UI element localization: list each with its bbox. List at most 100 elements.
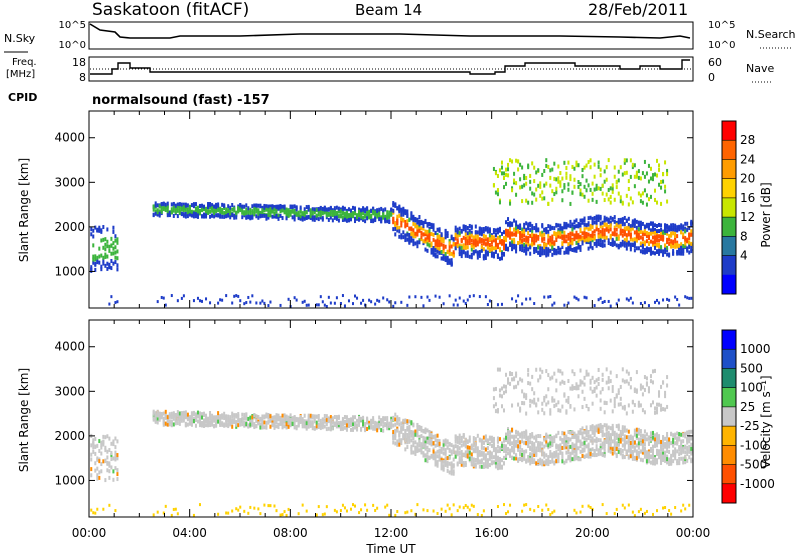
data-cell: [172, 205, 175, 210]
data-cell: [253, 413, 256, 418]
data-cell: [209, 416, 212, 421]
data-cell: [106, 261, 109, 266]
data-cell: [277, 206, 280, 211]
data-cell: [458, 436, 461, 441]
data-cell: [438, 457, 441, 462]
data-cell: [583, 238, 586, 243]
data-cell: [458, 433, 461, 438]
data-cell: [674, 227, 677, 232]
data-cell: [593, 433, 596, 438]
data-cell: [480, 230, 483, 235]
data-cell: [466, 454, 469, 459]
data-cell: [490, 240, 493, 245]
data-cell: [549, 435, 552, 440]
data-cell: [511, 188, 514, 193]
data-cell: [547, 434, 550, 439]
data-cell: [444, 440, 447, 445]
data-cell: [502, 175, 506, 180]
data-cell: [513, 385, 516, 390]
data-cell: [637, 191, 640, 196]
data-cell: [579, 428, 582, 433]
data-cell: [444, 257, 447, 262]
data-cell: [474, 230, 477, 235]
data-cell: [649, 231, 652, 236]
data-cell: [662, 235, 665, 240]
data-cell: [319, 295, 322, 299]
data-cell: [400, 217, 403, 222]
data-cell: [639, 176, 642, 181]
data-cell: [217, 206, 220, 211]
data-cell: [579, 368, 582, 373]
data-cell: [345, 218, 348, 223]
data-cell: [392, 201, 395, 206]
data-cell: [571, 384, 574, 389]
data-cell: [575, 437, 578, 442]
data-cell: [114, 250, 117, 255]
data-cell: [519, 177, 522, 182]
data-cell: [492, 460, 495, 465]
data-cell: [643, 249, 646, 254]
data-cell: [525, 449, 528, 454]
data-cell: [428, 437, 431, 442]
station-title: Saskatoon (fitACF): [92, 0, 249, 20]
data-cell: [641, 249, 644, 254]
data-cell: [639, 193, 642, 198]
data-cell: [509, 231, 512, 236]
data-cell: [645, 231, 648, 236]
data-cell: [680, 245, 683, 250]
data-cell: [343, 419, 346, 424]
data-cell: [539, 447, 542, 452]
data-cell: [160, 295, 163, 299]
data-cell: [500, 231, 503, 236]
data-cell: [579, 244, 582, 249]
data-cell: [525, 436, 528, 441]
data-cell: [502, 437, 506, 442]
data-cell: [452, 446, 455, 451]
data-cell: [553, 231, 556, 236]
data-cell: [613, 227, 616, 232]
data-cell: [178, 204, 181, 209]
data-cell: [313, 426, 316, 431]
data-cell: [90, 457, 93, 462]
data-cell: [539, 181, 542, 186]
data-cell: [533, 238, 536, 243]
data-cell: [668, 241, 671, 246]
data-cell: [275, 213, 278, 218]
data-cell: [261, 421, 264, 426]
data-cell: [402, 426, 405, 431]
data-cell: [406, 440, 409, 445]
data-cell: [466, 241, 469, 246]
data-cell: [507, 231, 510, 236]
data-cell: [523, 173, 526, 178]
data-cell: [233, 206, 236, 211]
data-cell: [569, 177, 572, 182]
data-cell: [462, 442, 465, 447]
data-cell: [410, 212, 413, 217]
data-cell: [273, 213, 276, 218]
data-cell: [446, 461, 449, 466]
data-cell: [515, 371, 518, 376]
data-cell: [525, 441, 528, 446]
data-cell: [424, 220, 427, 225]
data-cell: [345, 419, 348, 424]
data-cell: [194, 412, 197, 417]
data-cell: [607, 445, 610, 450]
data-cell: [341, 417, 344, 422]
data-cell: [422, 223, 425, 228]
data-cell: [565, 442, 568, 447]
data-cell: [583, 184, 586, 189]
data-cell: [313, 419, 316, 424]
data-cell: [329, 415, 332, 420]
data-cell: [631, 237, 634, 242]
data-cell: [279, 209, 282, 214]
data-cell: [480, 464, 483, 469]
data-cell: [436, 442, 439, 447]
data-cell: [98, 439, 101, 444]
data-cell: [450, 513, 453, 517]
data-cell: [629, 232, 632, 237]
data-cell: [502, 390, 506, 395]
data-cell: [571, 442, 574, 447]
data-cell: [599, 229, 602, 234]
data-cell: [571, 229, 574, 234]
data-cell: [569, 219, 572, 224]
